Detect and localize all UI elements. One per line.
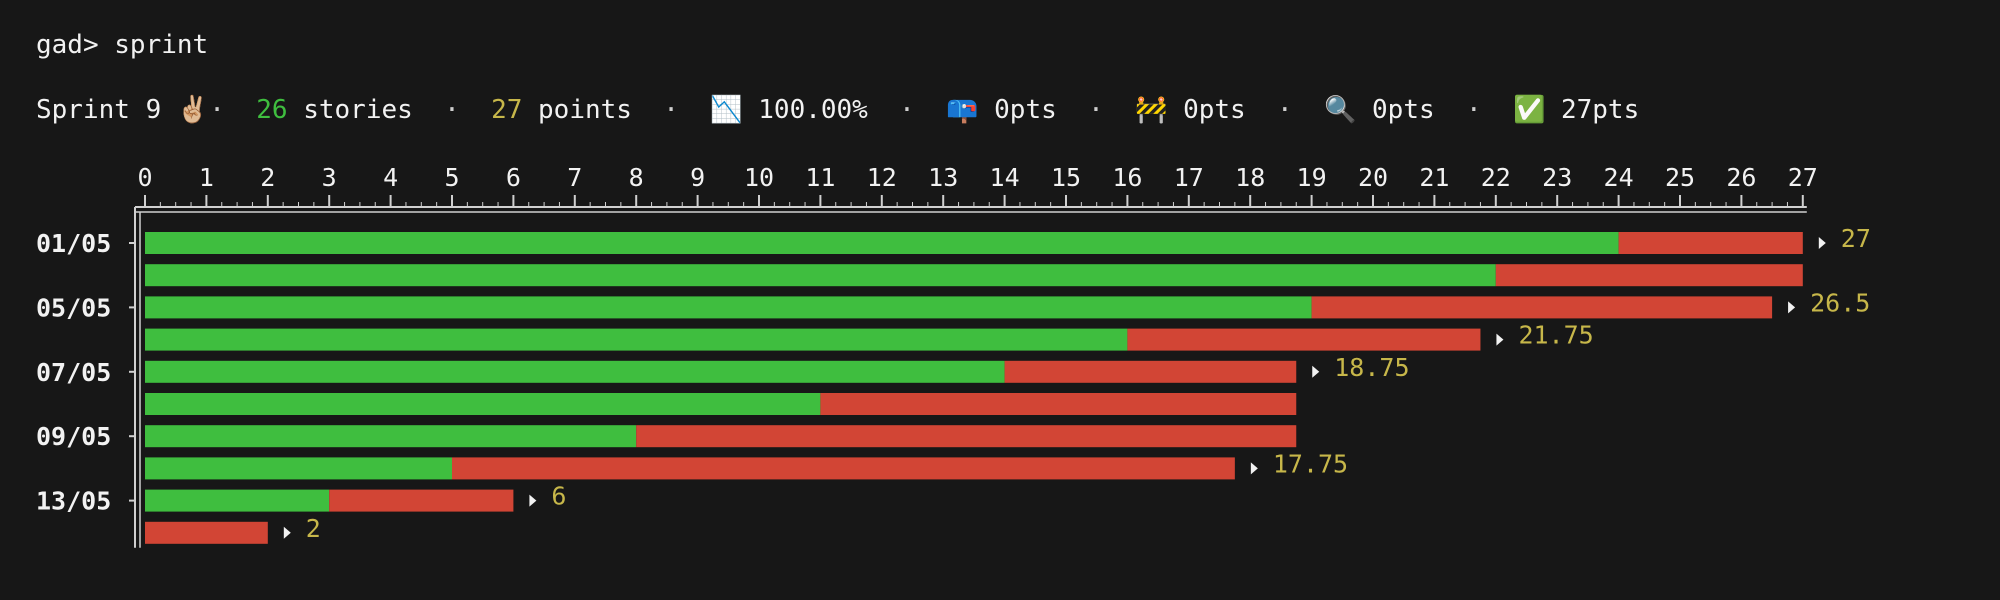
x-tick-label: 22 — [1481, 163, 1511, 192]
terminal-prompt-line: gad> sprint — [36, 28, 208, 62]
remaining-bar-segment — [1618, 232, 1803, 254]
points-label: points — [538, 95, 632, 125]
triangle-right-icon — [1496, 333, 1504, 346]
remaining-bar-segment — [1004, 360, 1297, 383]
x-tick-label: 18 — [1235, 163, 1265, 192]
prompt-host: gad> — [36, 30, 99, 60]
x-tick-label: 20 — [1358, 163, 1388, 192]
done-bar-segment — [145, 457, 452, 480]
bars: 27 26.5 21.75 18.75 17.75 6 2 — [145, 224, 1871, 544]
done-bar-segment — [145, 393, 821, 415]
check-mark-icon: ✅ — [1512, 95, 1546, 125]
x-tick-label: 6 — [506, 163, 521, 192]
x-tick-label: 24 — [1604, 163, 1634, 192]
x-tick-label: 4 — [383, 163, 398, 192]
triangle-right-icon — [529, 494, 537, 507]
row-total-label: 17.75 — [1273, 449, 1348, 478]
separator: · — [1465, 95, 1482, 125]
x-tick-label: 8 — [629, 163, 644, 192]
remaining-bar-segment — [1127, 328, 1481, 351]
separator: · — [1088, 95, 1104, 125]
x-tick-label: 23 — [1542, 163, 1572, 192]
done-bar-segment — [145, 264, 1496, 287]
remaining-bar-segment — [329, 489, 514, 512]
victory-hand-icon: ✌🏼 — [176, 95, 210, 125]
separator: · — [444, 95, 460, 125]
sprint-label: Sprint 9 — [36, 95, 162, 125]
mailbox-icon: 📪 — [946, 95, 979, 125]
row-total-label: 21.75 — [1518, 321, 1593, 350]
row-total-label: 6 — [551, 482, 566, 511]
done-bar-segment — [145, 489, 330, 512]
x-tick-label: 19 — [1297, 163, 1327, 192]
x-tick-label: 11 — [805, 163, 835, 192]
remaining-bar-segment — [145, 521, 268, 544]
points-count: 27 — [491, 95, 523, 125]
triangle-right-icon — [1250, 462, 1258, 475]
triangle-right-icon — [1818, 237, 1826, 249]
magnifier-icon: 🔍 — [1324, 95, 1357, 125]
remaining-bar-segment — [1495, 264, 1803, 287]
row-date-label: 07/05 — [36, 358, 111, 387]
stories-label: stories — [303, 95, 413, 125]
x-tick-label: 17 — [1174, 163, 1204, 192]
x-tick-label: 13 — [928, 163, 958, 192]
x-axis: 0 1 2 3 4 5 6 7 8 9 10 11 12 13 14 15 16 17 18 19 20 21 22 23 24… — [36, 163, 1818, 548]
construction-icon: 🚧 — [1135, 95, 1168, 125]
review-points: 0pts — [1372, 95, 1435, 125]
row-total-label: 18.75 — [1334, 353, 1409, 382]
done-bar-segment — [145, 425, 637, 448]
triangle-right-icon — [1788, 301, 1796, 314]
x-tick-label: 15 — [1051, 163, 1081, 192]
done-bar-segment — [145, 296, 1312, 319]
sprint-summary: Sprint 9 ✌🏼 · 26 stories · 27 points · 📉 … — [36, 92, 1639, 128]
row-total-label: 2 — [306, 514, 321, 543]
remaining-bar-segment — [1311, 296, 1773, 319]
prompt-command: sprint — [114, 30, 209, 60]
x-tick-label: 14 — [990, 163, 1020, 192]
x-tick-label: 0 — [137, 163, 152, 192]
completion-percent: 100.00% — [758, 95, 868, 125]
blocked-points: 0pts — [1183, 95, 1246, 125]
row-date-label: 01/05 — [36, 229, 111, 258]
row-total-label: 26.5 — [1810, 288, 1870, 317]
remaining-bar-segment — [452, 457, 1235, 480]
x-tick-label: 3 — [322, 163, 337, 192]
separator: · — [663, 95, 679, 125]
triangle-right-icon — [283, 526, 291, 539]
x-tick-label: 26 — [1726, 163, 1756, 192]
x-tick-label: 5 — [444, 163, 459, 192]
separator: · — [209, 95, 225, 125]
stories-count: 26 — [256, 95, 288, 125]
x-tick-label: 25 — [1665, 163, 1695, 192]
remaining-bar-segment — [820, 393, 1297, 415]
x-tick-label: 7 — [567, 163, 582, 192]
separator: · — [899, 95, 915, 125]
row-total-label: 27 — [1841, 224, 1871, 253]
chart-decreasing-icon: 📉 — [710, 95, 743, 125]
x-tick-label: 16 — [1112, 163, 1142, 192]
x-tick-label: 2 — [260, 163, 275, 192]
done-bar-segment — [145, 360, 1005, 383]
row-date-label: 09/05 — [36, 422, 111, 451]
separator: · — [1277, 95, 1293, 125]
done-bar-segment — [145, 328, 1128, 351]
remaining-bar-segment — [636, 425, 1297, 448]
todo-points: 0pts — [994, 95, 1057, 125]
done-points: 27pts — [1560, 95, 1640, 125]
x-tick-label: 9 — [690, 163, 705, 192]
row-date-label: 05/05 — [36, 293, 111, 322]
x-tick-label: 10 — [744, 163, 774, 192]
x-tick-label: 27 — [1788, 163, 1818, 192]
triangle-right-icon — [1312, 365, 1320, 378]
done-bar-segment — [145, 232, 1619, 254]
x-tick-label: 12 — [867, 163, 897, 192]
x-tick-label: 21 — [1419, 163, 1449, 192]
x-tick-label: 1 — [199, 163, 214, 192]
row-date-label: 13/05 — [36, 487, 111, 516]
